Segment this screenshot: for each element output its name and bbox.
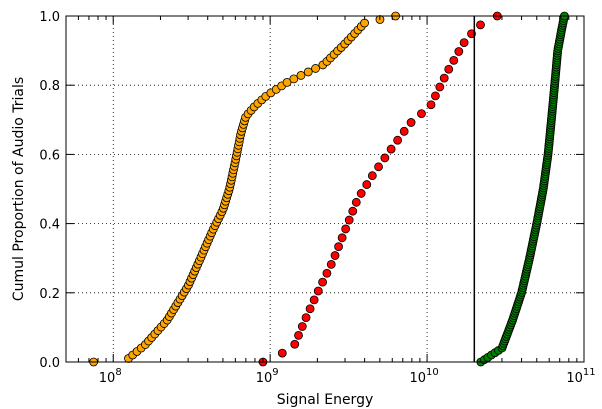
y-tick-label: 0.4: [39, 218, 60, 233]
data-point: [289, 74, 299, 84]
data-point: [344, 215, 354, 225]
data-point: [334, 242, 343, 252]
data-point: [301, 313, 311, 323]
data-point: [374, 162, 383, 172]
y-axis-label: Cumul Proportion of Audio Trials: [11, 77, 27, 301]
data-point: [454, 47, 464, 56]
data-point: [303, 67, 313, 77]
data-point: [277, 348, 287, 358]
series-3: [476, 11, 569, 367]
y-tick-label: 0.2: [39, 287, 60, 302]
data-point: [426, 100, 436, 110]
data-point: [467, 29, 476, 39]
data-point: [431, 91, 440, 101]
data-point: [459, 38, 469, 48]
data-point: [386, 144, 396, 154]
x-tick-label-exponent: 10: [426, 367, 439, 378]
data-point: [351, 197, 361, 207]
x-tick-label-base: 10: [566, 371, 583, 386]
x-tick-label: 109: [256, 367, 279, 386]
data-point: [330, 251, 340, 260]
x-tick-label-exponent: 8: [115, 367, 121, 378]
data-point: [305, 304, 315, 314]
data-point: [290, 339, 300, 349]
x-tick-label: 108: [99, 367, 122, 386]
data-point: [362, 180, 372, 189]
x-tick-label-base: 10: [409, 371, 426, 386]
data-point: [294, 330, 303, 340]
data-points: [89, 11, 569, 367]
data-point: [435, 82, 445, 92]
data-point: [318, 277, 327, 287]
data-point: [309, 295, 319, 305]
data-point: [399, 126, 409, 136]
data-point: [367, 171, 377, 181]
data-point: [444, 64, 454, 74]
data-point: [341, 224, 351, 234]
data-point: [313, 286, 323, 296]
data-point: [282, 78, 292, 87]
grid: [66, 16, 584, 362]
data-point: [326, 260, 336, 269]
data-point: [311, 64, 320, 73]
data-point: [449, 55, 459, 65]
data-point: [393, 135, 403, 145]
x-tick-label: 1011: [566, 367, 595, 386]
x-tick-label-exponent: 9: [272, 367, 278, 378]
data-point: [406, 118, 416, 127]
data-point: [380, 153, 390, 163]
axis-ticks: [65, 15, 585, 363]
data-point: [348, 206, 358, 216]
data-point: [476, 20, 485, 30]
data-point: [337, 233, 347, 243]
x-axis-label: Signal Energy: [277, 392, 373, 408]
x-tick-label-base: 10: [256, 371, 273, 386]
data-point: [296, 71, 306, 80]
series-1: [89, 11, 400, 367]
x-tick-label-base: 10: [99, 371, 116, 386]
y-tick-label: 0.8: [39, 79, 60, 94]
y-tick-label: 0.6: [39, 148, 60, 163]
y-tick-label: 0.0: [39, 356, 60, 371]
data-point: [356, 189, 366, 198]
x-tick-label-exponent: 11: [583, 367, 596, 378]
data-point: [360, 18, 369, 28]
y-tick-label: 1.0: [39, 10, 60, 25]
x-tick-label: 1010: [409, 367, 438, 386]
data-point: [297, 322, 307, 331]
data-point: [417, 109, 426, 118]
series-2: [258, 11, 502, 367]
data-point: [439, 73, 449, 83]
data-point: [322, 268, 332, 278]
plot-frame: [65, 15, 585, 363]
